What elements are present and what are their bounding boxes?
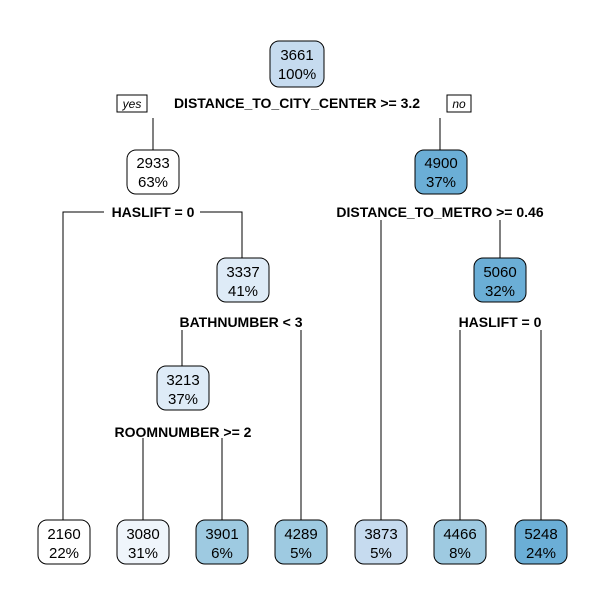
node-n3-box [414,149,468,195]
node-n2: 2933 63% [126,149,180,195]
no-tag-label: no [452,97,466,111]
split-n10-label: ROOMNUMBER >= 2 [115,424,252,440]
leaf-node-21-pct: 6% [211,545,233,562]
node-n2-value: 2933 [136,155,169,172]
leaf-node-21-box [195,519,249,565]
leaf-node-11: 4289 5% [274,519,328,565]
leaf-node-21: 3901 6% [195,519,249,565]
leaf-node-20-pct: 31% [128,545,158,562]
split-n5-label: BATHNUMBER < 3 [179,314,302,330]
edge-n2-leaf4 [62,211,104,520]
leaf-node-14: 4466 8% [433,519,487,565]
no-tag-box [446,94,472,113]
yes-tag-box [116,94,148,113]
node-n5-box [216,257,270,303]
leaf-node-6-box [354,519,408,565]
node-n7-value: 5060 [483,264,516,281]
node-n5: 3337 41% [216,257,270,303]
leaf-node-4: 2160 22% [37,519,91,565]
node-n10-box [156,365,210,411]
split-n7-label: HASLIFT = 0 [459,314,542,330]
leaf-node-21-value: 3901 [205,526,238,543]
node-n7-pct: 32% [485,283,515,300]
leaf-node-14-value: 4466 [443,526,476,543]
leaf-node-11-value: 4289 [284,526,317,543]
node-n10-pct: 37% [168,391,198,408]
leaf-node-14-pct: 8% [449,545,471,562]
leaf-node-4-value: 2160 [47,526,80,543]
yes-tag-label: yes [122,97,142,111]
node-n3: 4900 37% [414,149,468,195]
node-root-pct: 100% [278,66,316,83]
split-n3-label: DISTANCE_TO_METRO >= 0.46 [336,204,543,220]
node-n2-pct: 63% [138,174,168,191]
node-root: 3661 100% [269,40,325,88]
node-n10: 3213 37% [156,365,210,411]
node-root-box [269,40,325,88]
node-n3-pct: 37% [426,174,456,191]
split-n2-label: HASLIFT = 0 [112,204,195,220]
node-n3-value: 4900 [424,155,457,172]
node-n10-value: 3213 [166,372,199,389]
leaf-node-15-box [514,519,568,565]
node-n7: 5060 32% [473,257,527,303]
no-tag: no [446,94,472,113]
leaf-node-20: 3080 31% [116,519,170,565]
leaf-node-20-value: 3080 [126,526,159,543]
node-n5-pct: 41% [228,283,258,300]
node-n7-box [473,257,527,303]
edge-n2-n5 [200,211,243,258]
leaf-node-4-box [37,519,91,565]
split-root-label: DISTANCE_TO_CITY_CENTER >= 3.2 [174,95,420,111]
node-n2-box [126,149,180,195]
leaf-node-20-box [116,519,170,565]
leaf-node-15-value: 5248 [524,526,557,543]
leaf-node-11-pct: 5% [290,545,312,562]
leaf-node-11-box [274,519,328,565]
leaf-node-6-value: 3873 [364,526,397,543]
leaf-node-15: 5248 24% [514,519,568,565]
node-root-value: 3661 [280,47,313,64]
leaf-node-6-pct: 5% [370,545,392,562]
leaf-node-4-pct: 22% [49,545,79,562]
node-n5-value: 3337 [226,264,259,281]
leaf-node-6: 3873 5% [354,519,408,565]
leaf-node-15-pct: 24% [526,545,556,562]
tree-edges [62,118,542,520]
leaf-node-14-box [433,519,487,565]
yes-tag: yes [116,94,148,113]
